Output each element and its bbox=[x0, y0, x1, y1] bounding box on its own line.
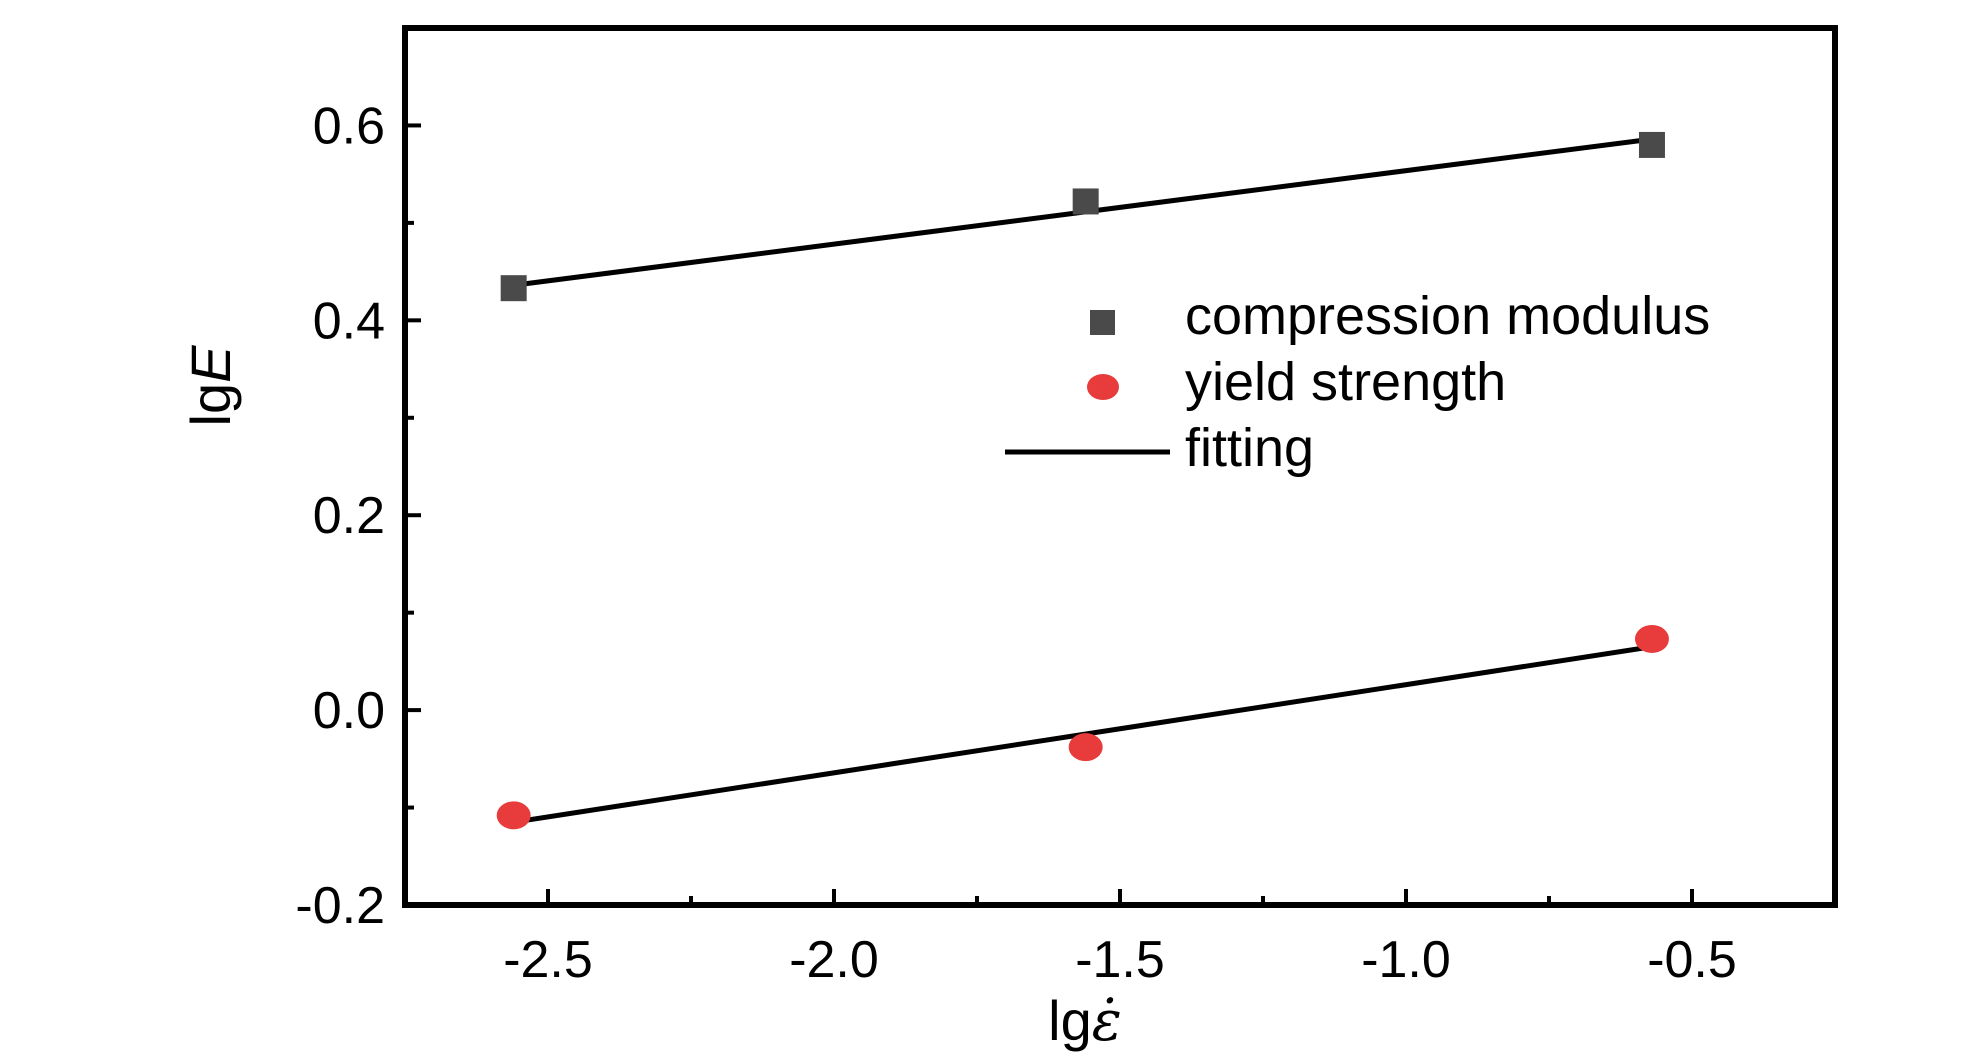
y-tick-label: 0.2 bbox=[313, 487, 385, 545]
x-tick-label: -2.0 bbox=[789, 931, 879, 989]
point-compression-modulus bbox=[500, 275, 527, 302]
point-yield-strength bbox=[1068, 733, 1103, 762]
x-axis-tick-labels: -2.5 -2.0 -1.5 -1.0 -0.5 bbox=[503, 931, 1737, 989]
x-tick-label: -0.5 bbox=[1647, 931, 1737, 989]
y-axis-ticks bbox=[405, 123, 421, 907]
x-axis-ticks bbox=[546, 889, 1694, 905]
point-yield-strength bbox=[1634, 624, 1669, 653]
y-tick-label: 0.0 bbox=[313, 682, 385, 740]
x-axis-title-symbol: ε̇ bbox=[1092, 989, 1122, 1054]
legend-label-yield-strength: yield strength bbox=[1185, 352, 1506, 412]
x-tick-label: -1.5 bbox=[1075, 931, 1165, 989]
data-points bbox=[496, 131, 1669, 830]
y-tick-label: 0.4 bbox=[313, 292, 385, 350]
y-axis-title-symbol: E bbox=[179, 345, 242, 383]
legend-marker-yield-strength bbox=[1087, 374, 1119, 400]
legend: compression modulus yield strength fitti… bbox=[1005, 286, 1710, 478]
legend-label-fitting: fitting bbox=[1185, 418, 1314, 478]
x-axis-title-prefix: lg bbox=[1048, 989, 1092, 1052]
y-tick-label: 0.6 bbox=[313, 97, 385, 155]
y-tick-label: -0.2 bbox=[295, 877, 385, 935]
x-axis-title: lgε̇ bbox=[1048, 989, 1122, 1054]
legend-marker-compression-modulus bbox=[1090, 310, 1115, 335]
legend-label-compression-modulus: compression modulus bbox=[1185, 286, 1710, 346]
y-axis-tick-labels: -0.2 0.0 0.2 0.4 0.6 bbox=[295, 97, 385, 935]
x-tick-label: -1.0 bbox=[1361, 931, 1451, 989]
x-tick-label: -2.5 bbox=[503, 931, 593, 989]
point-compression-modulus bbox=[1072, 188, 1099, 215]
point-yield-strength bbox=[496, 801, 531, 830]
y-axis-title: lgE bbox=[179, 345, 242, 427]
y-axis-title-prefix: lg bbox=[179, 383, 242, 427]
point-compression-modulus bbox=[1638, 131, 1665, 158]
